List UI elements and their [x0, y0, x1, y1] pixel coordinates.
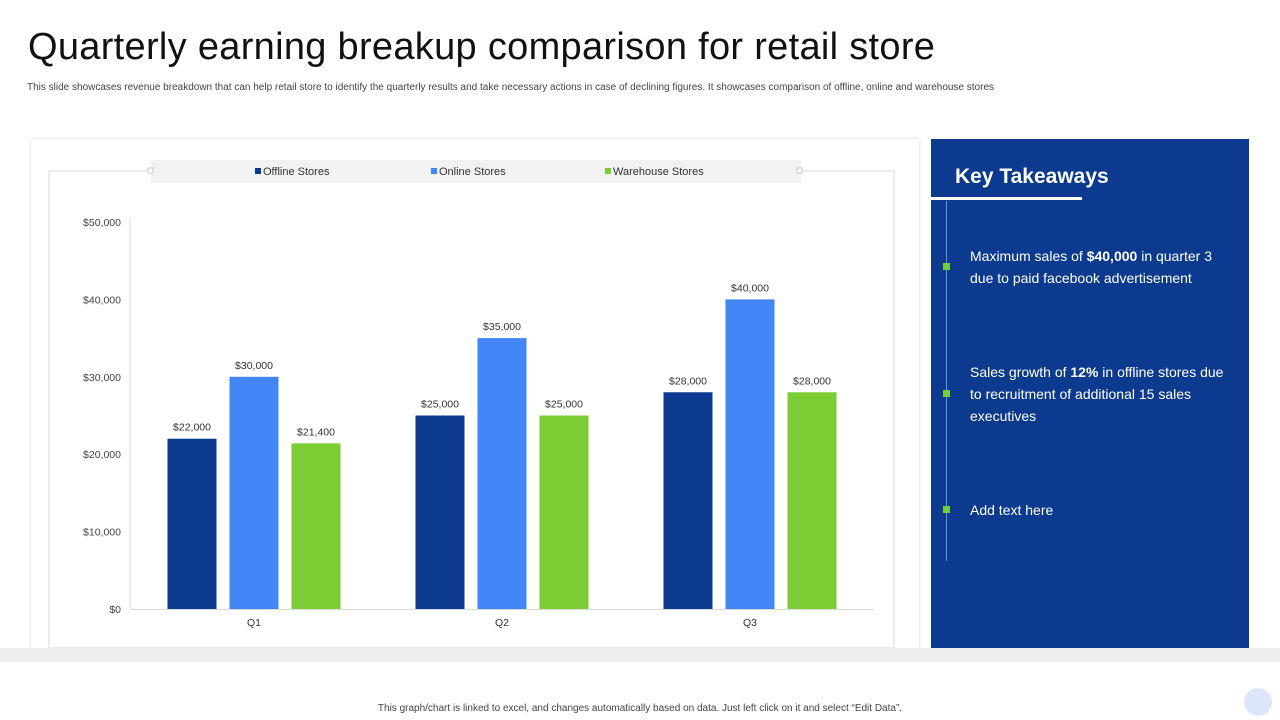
bullet-icon	[943, 506, 950, 513]
bottom-band	[0, 648, 1280, 662]
title-underline	[931, 197, 1082, 200]
data-label: $22,000	[173, 422, 211, 434]
takeaway-item-2[interactable]: Sales growth of 12% in offline stores du…	[970, 361, 1230, 427]
x-tick-label: Q2	[495, 617, 509, 629]
data-label: $40,000	[731, 282, 769, 294]
legend-box	[151, 160, 801, 183]
page-subtitle: This slide showcases revenue breakdown t…	[27, 82, 995, 93]
x-tick-label: Q1	[247, 617, 261, 629]
bar	[539, 415, 589, 609]
bar-chart[interactable]: Offline Stores Online Stores Warehouse Sto…	[31, 139, 919, 648]
takeaway-item-3-pre: Add text here	[970, 502, 1054, 518]
legend-handle-right	[796, 167, 803, 174]
bar	[787, 392, 837, 609]
bar	[229, 376, 279, 609]
y-tick-label: $50,000	[83, 217, 121, 229]
y-tick-label: $20,000	[83, 449, 121, 461]
data-label: $35,000	[483, 321, 521, 333]
legend-swatch	[605, 168, 611, 174]
y-tick-label: $30,000	[83, 372, 121, 384]
key-takeaways-panel: Key Takeaways Maximum sales of $40,000 i…	[931, 139, 1249, 648]
bar	[291, 443, 341, 609]
data-label: $28,000	[793, 375, 831, 387]
legend-label: Online Stores	[439, 166, 506, 178]
bar	[663, 392, 713, 609]
y-tick-label: $10,000	[83, 527, 121, 539]
takeaway-item-2-pre: Sales growth of	[970, 364, 1071, 380]
data-label: $28,000	[669, 375, 707, 387]
takeaway-item-1-highlight: $40,000	[1086, 248, 1138, 264]
legend-label: Offline Stores	[263, 166, 330, 178]
timeline-line	[946, 201, 947, 561]
data-label: $21,400	[297, 426, 335, 438]
legend-handle-left	[147, 167, 154, 174]
takeaway-item-3[interactable]: Add text here	[970, 499, 1230, 521]
takeaway-item-1[interactable]: Maximum sales of $40,000 in quarter 3 du…	[970, 245, 1230, 289]
data-label: $30,000	[235, 360, 273, 372]
bullet-icon	[943, 263, 950, 270]
legend-swatch	[431, 168, 437, 174]
help-button[interactable]	[1244, 688, 1272, 716]
legend-swatch	[255, 168, 261, 174]
takeaway-item-1-pre: Maximum sales of	[970, 248, 1087, 264]
bar	[415, 415, 465, 609]
takeaways-title: Key Takeaways	[955, 165, 1109, 188]
chart-panel[interactable]: Offline Stores Online Stores Warehouse Sto…	[31, 139, 919, 648]
page-title: Quarterly earning breakup comparison for…	[28, 26, 936, 68]
data-label: $25,000	[545, 399, 583, 411]
y-tick-label: $40,000	[83, 294, 121, 306]
legend-label: Warehouse Stores	[613, 166, 704, 178]
takeaway-item-2-highlight: 12%	[1070, 364, 1099, 380]
y-tick-label: $0	[109, 604, 121, 616]
bullet-icon	[943, 390, 950, 397]
x-tick-label: Q3	[743, 617, 757, 629]
data-label: $25,000	[421, 399, 459, 411]
takeaway-item-2-post: in offline stores due to recruitment of …	[970, 364, 1224, 424]
footer-note: This graph/chart is linked to excel, and…	[377, 703, 903, 714]
bar	[477, 338, 527, 609]
bar	[725, 299, 775, 609]
takeaway-item-1-post: in quarter 3 due to paid facebook advert…	[970, 248, 1213, 286]
bar	[167, 438, 217, 609]
